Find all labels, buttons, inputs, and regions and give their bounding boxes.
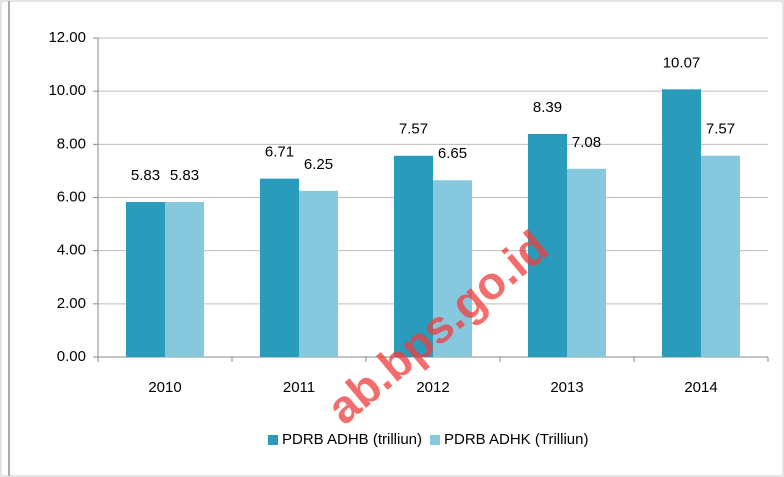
bar (433, 180, 472, 357)
data-label: 6.71 (265, 144, 294, 161)
bar (165, 202, 204, 357)
legend-swatch (430, 435, 440, 445)
bar (394, 155, 433, 357)
data-label: 5.83 (170, 167, 199, 184)
x-tick-label: 2011 (283, 379, 315, 396)
bar (126, 202, 165, 357)
data-label: 8.39 (533, 99, 562, 116)
data-label: 7.08 (572, 134, 601, 151)
bar (567, 168, 606, 357)
data-label: 6.65 (438, 145, 467, 162)
y-tick-label: 12.00 (48, 29, 86, 46)
x-tick-label: 2014 (684, 379, 717, 396)
x-tick-label: 2013 (550, 379, 583, 396)
x-tick-label: 2012 (416, 379, 449, 396)
data-label: 6.25 (304, 156, 333, 173)
y-tick-label: 2.00 (57, 295, 86, 312)
data-label: 10.07 (663, 54, 701, 71)
y-tick-label: 6.00 (57, 188, 86, 205)
x-tick-label: 2010 (148, 379, 181, 396)
bar (299, 190, 338, 357)
y-tick-label: 8.00 (57, 135, 86, 152)
y-tick-label: 4.00 (57, 242, 86, 259)
bar (260, 178, 299, 357)
bar (528, 133, 567, 357)
data-label: 7.57 (399, 121, 428, 138)
y-tick-label: 10.00 (48, 82, 86, 99)
legend-label: PDRB ADHB (trilliun) (282, 431, 422, 448)
bar (662, 89, 701, 357)
legend-swatch (268, 435, 278, 445)
legend-label: PDRB ADHK (Trilliun) (444, 431, 588, 448)
data-label: 5.83 (131, 167, 160, 184)
data-label: 7.57 (706, 121, 735, 138)
bar (701, 155, 740, 357)
y-tick-label: 0.00 (57, 348, 86, 365)
